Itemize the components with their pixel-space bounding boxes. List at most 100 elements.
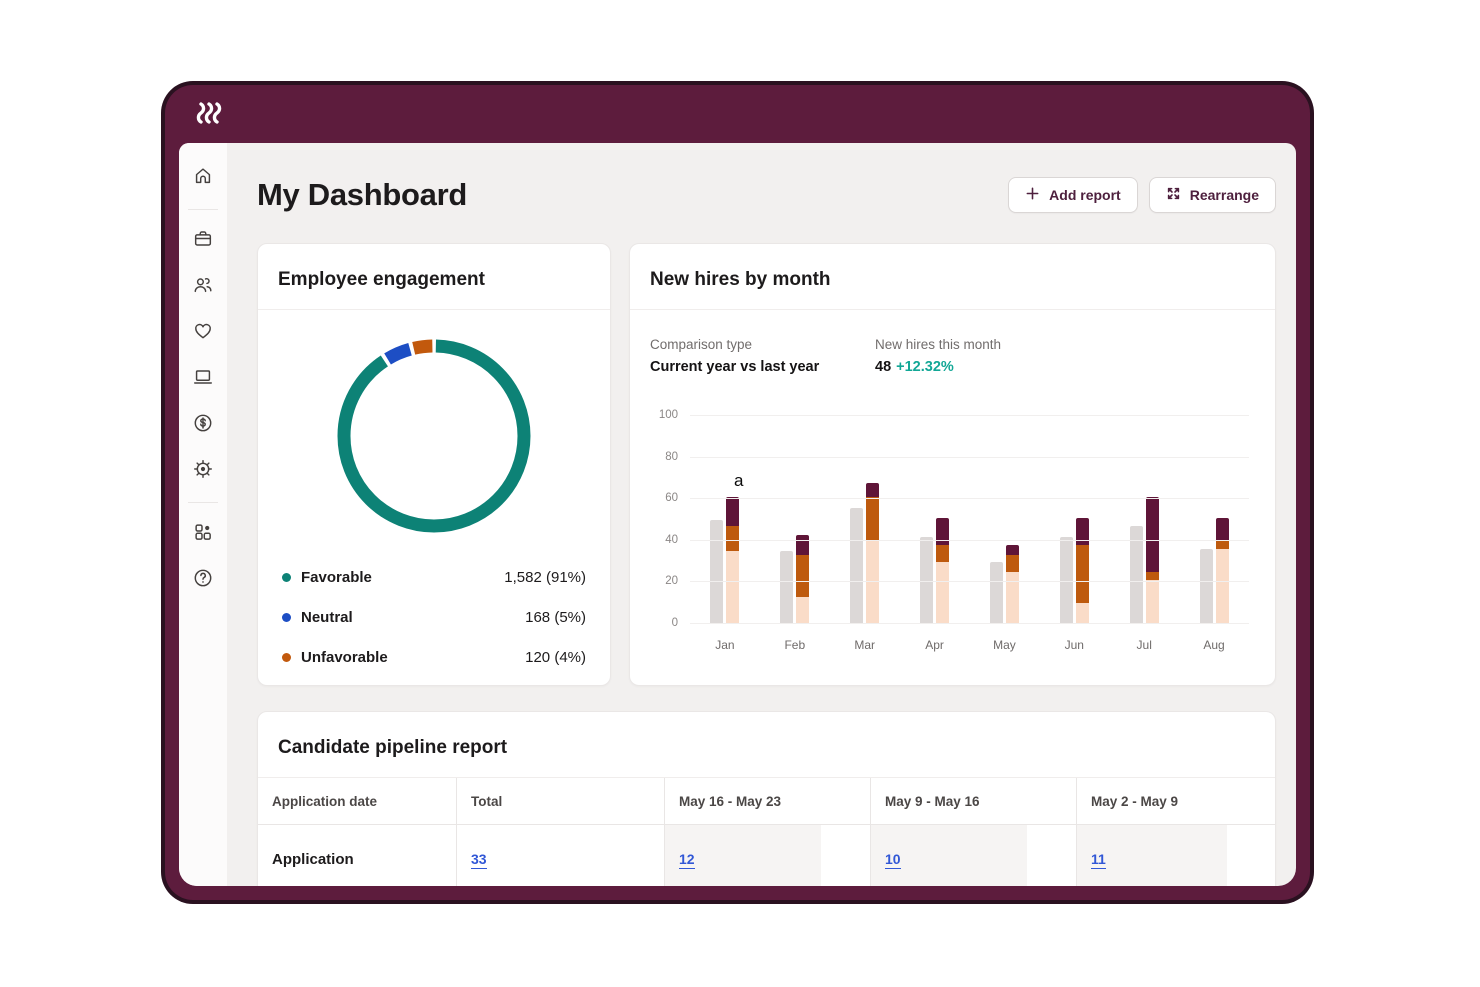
x-axis-label: Jan bbox=[715, 638, 735, 652]
heart-icon bbox=[192, 320, 214, 347]
cell-week-1: 12 bbox=[664, 825, 870, 886]
x-axis-labels: Jan Feb Mar Apr May Jun Jul Aug bbox=[690, 638, 1249, 652]
metric-value: 48 bbox=[875, 359, 892, 375]
sidebar-item-home[interactable] bbox=[191, 166, 215, 190]
bar-groups bbox=[690, 416, 1249, 624]
y-axis-label: 20 bbox=[665, 575, 678, 588]
bar-segment bbox=[726, 526, 740, 552]
current-year-stacked-bar bbox=[1005, 544, 1019, 624]
current-year-stacked-bar bbox=[726, 497, 740, 624]
dollar-circle-icon bbox=[192, 412, 214, 439]
hires-bar-chart: Jan Feb Mar Apr May Jun Jul Aug 0 20 40 60 80 100 bbox=[650, 409, 1249, 666]
bar-segment bbox=[1145, 497, 1159, 573]
rippling-logo bbox=[196, 102, 222, 124]
rearrange-icon bbox=[1166, 186, 1181, 204]
x-axis-label: Mar bbox=[854, 638, 876, 652]
app-window: My Dashboard Add report Rearrange bbox=[165, 85, 1310, 900]
pipeline-table-header: Application date Total May 16 - May 23 M… bbox=[258, 778, 1275, 825]
engagement-donut-chart bbox=[337, 339, 531, 533]
week-2-link[interactable]: 10 bbox=[885, 851, 901, 869]
current-year-stacked-bar bbox=[1145, 497, 1159, 624]
unfavorable-dot-icon bbox=[282, 653, 291, 662]
sidebar-item-benefits[interactable] bbox=[191, 321, 215, 345]
bar-segment bbox=[1075, 603, 1089, 624]
week-3-link[interactable]: 11 bbox=[1091, 851, 1106, 869]
sidebar-item-payroll[interactable] bbox=[191, 413, 215, 437]
bar-group-jun bbox=[1059, 416, 1089, 624]
window-body: My Dashboard Add report Rearrange bbox=[179, 143, 1296, 886]
bar-segment bbox=[796, 534, 810, 556]
bar-segment bbox=[1145, 580, 1159, 624]
bar-group-feb bbox=[780, 416, 810, 624]
comparison-value[interactable]: Current year vs last year bbox=[650, 359, 820, 375]
column-header-total: Total bbox=[456, 778, 664, 824]
bar-segment bbox=[726, 497, 740, 527]
bar-group-may bbox=[989, 416, 1019, 624]
sidebar-item-settings[interactable] bbox=[191, 459, 215, 483]
total-link[interactable]: 33 bbox=[471, 851, 487, 869]
last-year-bar bbox=[780, 551, 794, 624]
x-axis-label: Jul bbox=[1136, 638, 1152, 652]
bar-segment bbox=[726, 551, 740, 624]
app-header bbox=[165, 85, 1310, 143]
bar-segment bbox=[1005, 572, 1019, 624]
gridline bbox=[690, 623, 1249, 624]
bar-segment bbox=[866, 497, 880, 541]
gridline bbox=[690, 498, 1249, 500]
cards-row: Employee engagement Favorable 1,582 (91%… bbox=[257, 243, 1276, 686]
sidebar-item-devices[interactable] bbox=[191, 367, 215, 391]
pipeline-card-title: Candidate pipeline report bbox=[258, 712, 1275, 778]
bar-group-jan bbox=[710, 416, 740, 624]
rearrange-button[interactable]: Rearrange bbox=[1148, 177, 1276, 213]
bar-segment bbox=[1215, 549, 1229, 624]
cell-week-2: 10 bbox=[870, 825, 1076, 886]
bar-segment bbox=[936, 561, 950, 624]
gridline bbox=[690, 539, 1249, 541]
sidebar-item-help[interactable] bbox=[191, 568, 215, 592]
last-year-bar bbox=[989, 561, 1003, 624]
y-axis-label: 60 bbox=[665, 492, 678, 505]
gridline bbox=[690, 415, 1249, 416]
donut-chart-wrap bbox=[258, 336, 610, 536]
sidebar-item-apps[interactable] bbox=[191, 522, 215, 546]
neutral-dot-icon bbox=[282, 613, 291, 622]
current-year-stacked-bar bbox=[1215, 517, 1229, 624]
legend-row-neutral: Neutral 168 (5%) bbox=[282, 606, 586, 629]
hires-card-title: New hires by month bbox=[630, 244, 1275, 310]
bar-segment bbox=[936, 544, 950, 562]
bar-segment bbox=[1075, 544, 1089, 604]
plot-area bbox=[690, 415, 1249, 624]
apps-grid-icon bbox=[192, 521, 214, 548]
cell-total: 33 bbox=[456, 825, 664, 886]
chart-annotation: a bbox=[734, 471, 744, 490]
table-row: Application 33 12 10 11 bbox=[258, 825, 1275, 886]
last-year-bar bbox=[710, 520, 724, 624]
sidebar-item-jobs[interactable] bbox=[191, 229, 215, 253]
favorable-dot-icon bbox=[282, 573, 291, 582]
legend-row-favorable: Favorable 1,582 (91%) bbox=[282, 566, 586, 589]
main-content: My Dashboard Add report Rearrange bbox=[227, 143, 1296, 886]
last-year-bar bbox=[1059, 536, 1073, 624]
plus-icon bbox=[1025, 186, 1040, 204]
last-year-bar bbox=[1199, 549, 1213, 624]
last-year-bar bbox=[850, 507, 864, 624]
bar-group-aug bbox=[1199, 416, 1229, 624]
gridline bbox=[690, 581, 1249, 583]
bar-segment bbox=[936, 517, 950, 545]
x-axis-label: Jun bbox=[1064, 638, 1084, 652]
column-header-week-2: May 9 - May 16 bbox=[870, 778, 1076, 824]
hires-meta: Comparison type Current year vs last yea… bbox=[630, 310, 1275, 375]
sidebar-divider bbox=[188, 502, 218, 503]
sidebar-item-people[interactable] bbox=[191, 275, 215, 299]
x-axis-label: Feb bbox=[784, 638, 806, 652]
briefcase-icon bbox=[192, 228, 214, 255]
y-axis-label: 0 bbox=[671, 617, 678, 629]
week-1-link[interactable]: 12 bbox=[679, 851, 695, 869]
bar-group-apr bbox=[920, 416, 950, 624]
bar-group-mar bbox=[850, 416, 880, 624]
engagement-card-title: Employee engagement bbox=[258, 244, 610, 310]
bar-segment bbox=[866, 482, 880, 498]
add-report-button[interactable]: Add report bbox=[1008, 177, 1138, 213]
column-header-application-date: Application date bbox=[272, 794, 378, 809]
bar-segment bbox=[796, 596, 810, 624]
